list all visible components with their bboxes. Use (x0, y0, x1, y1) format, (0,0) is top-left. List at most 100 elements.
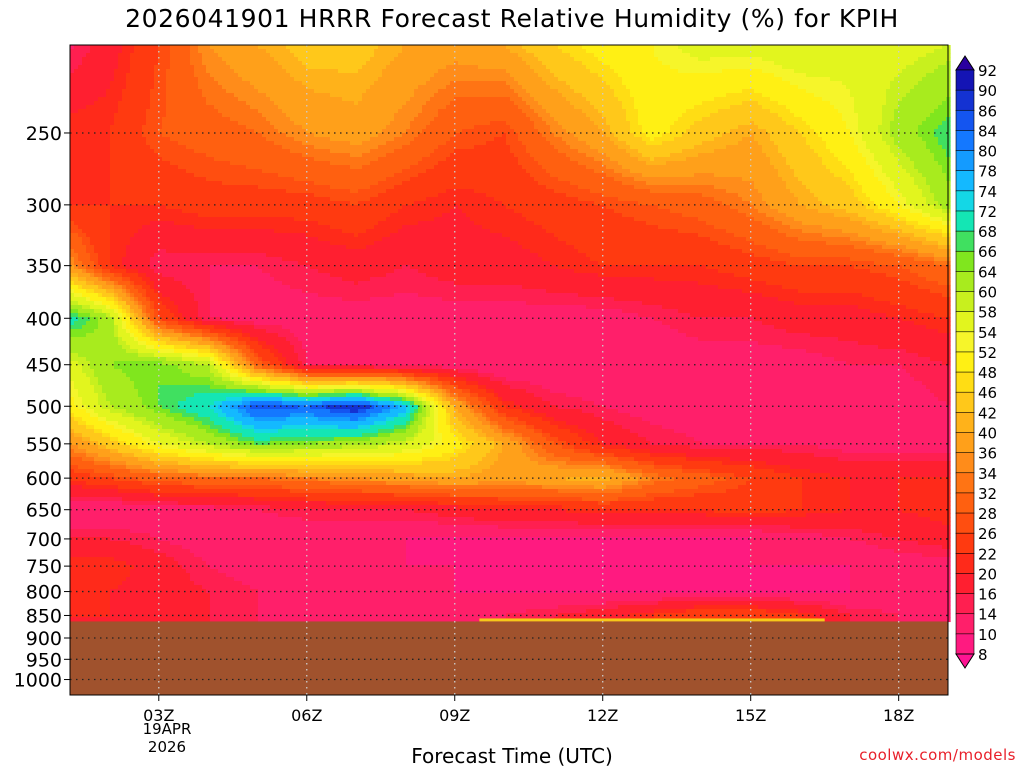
rh-cell (702, 129, 707, 134)
rh-cell (826, 109, 831, 114)
rh-cell (570, 105, 575, 110)
rh-cell (262, 133, 267, 138)
rh-cell (246, 125, 251, 130)
rh-cell (310, 121, 315, 126)
rh-cell (758, 89, 763, 94)
rh-cell (442, 93, 447, 98)
rh-cell (610, 53, 615, 58)
rh-cell (258, 125, 263, 130)
rh-cell (750, 113, 755, 118)
rh-cell (686, 49, 691, 54)
rh-cell (198, 81, 203, 86)
rh-cell (614, 65, 619, 70)
rh-cell (186, 129, 191, 134)
rh-cell (386, 61, 391, 66)
rh-cell (382, 109, 387, 114)
rh-cell (186, 77, 191, 82)
rh-cell (662, 57, 667, 62)
rh-cell (606, 105, 611, 110)
rh-cell (186, 49, 191, 54)
rh-cell (546, 45, 551, 50)
rh-cell (494, 89, 499, 94)
rh-cell (598, 101, 603, 106)
rh-cell (650, 85, 655, 90)
rh-cell (586, 125, 591, 130)
rh-cell (674, 121, 679, 126)
rh-cell (494, 69, 499, 74)
rh-cell (70, 133, 75, 138)
rh-cell (454, 113, 459, 118)
rh-cell (622, 129, 627, 134)
rh-cell (754, 53, 759, 58)
rh-cell (718, 117, 723, 122)
rh-cell (498, 109, 503, 114)
rh-cell (674, 129, 679, 134)
rh-cell (494, 93, 499, 98)
rh-cell (546, 113, 551, 118)
rh-cell (654, 77, 659, 82)
rh-cell (566, 113, 571, 118)
rh-cell (598, 125, 603, 130)
rh-cell (614, 53, 619, 58)
rh-cell (710, 109, 715, 114)
rh-cell (886, 113, 891, 118)
rh-cell (458, 45, 463, 50)
rh-cell (70, 53, 75, 58)
rh-cell (422, 65, 427, 70)
rh-cell (494, 105, 499, 110)
rh-cell (94, 81, 99, 86)
rh-cell (570, 125, 575, 130)
rh-cell (614, 113, 619, 118)
rh-cell (378, 89, 383, 94)
rh-cell (714, 57, 719, 62)
rh-cell (370, 73, 375, 78)
rh-cell (326, 105, 331, 110)
rh-cell (826, 117, 831, 122)
rh-cell (298, 97, 303, 102)
rh-cell (782, 81, 787, 86)
rh-cell (306, 105, 311, 110)
rh-cell (930, 61, 935, 66)
rh-cell (458, 101, 463, 106)
rh-cell (758, 105, 763, 110)
rh-cell (498, 93, 503, 98)
rh-cell (650, 105, 655, 110)
rh-cell (98, 113, 103, 118)
rh-cell (538, 117, 543, 122)
rh-cell (266, 109, 271, 114)
rh-cell (170, 117, 175, 122)
rh-cell (746, 53, 751, 58)
rh-cell (490, 85, 495, 90)
rh-cell (158, 97, 163, 102)
rh-cell (906, 81, 911, 86)
rh-cell (94, 65, 99, 70)
rh-cell (550, 129, 555, 134)
rh-cell (386, 81, 391, 86)
rh-cell (446, 85, 451, 90)
rh-cell (594, 113, 599, 118)
rh-cell (462, 45, 467, 50)
rh-cell (126, 105, 131, 110)
rh-cell (842, 109, 847, 114)
rh-cell (214, 117, 219, 122)
rh-cell (834, 97, 839, 102)
rh-cell (718, 53, 723, 58)
rh-cell (722, 125, 727, 130)
rh-cell (878, 49, 883, 54)
rh-cell (438, 133, 443, 138)
rh-cell (614, 81, 619, 86)
rh-cell (178, 89, 183, 94)
rh-cell (618, 85, 623, 90)
rh-cell (834, 77, 839, 82)
rh-cell (846, 73, 851, 78)
rh-cell (422, 73, 427, 78)
rh-cell (782, 113, 787, 118)
rh-cell (794, 97, 799, 102)
rh-cell (630, 121, 635, 126)
rh-cell (346, 57, 351, 62)
rh-cell (650, 61, 655, 66)
rh-cell (638, 109, 643, 114)
rh-cell (642, 53, 647, 58)
rh-cell (626, 57, 631, 62)
rh-cell (590, 129, 595, 134)
